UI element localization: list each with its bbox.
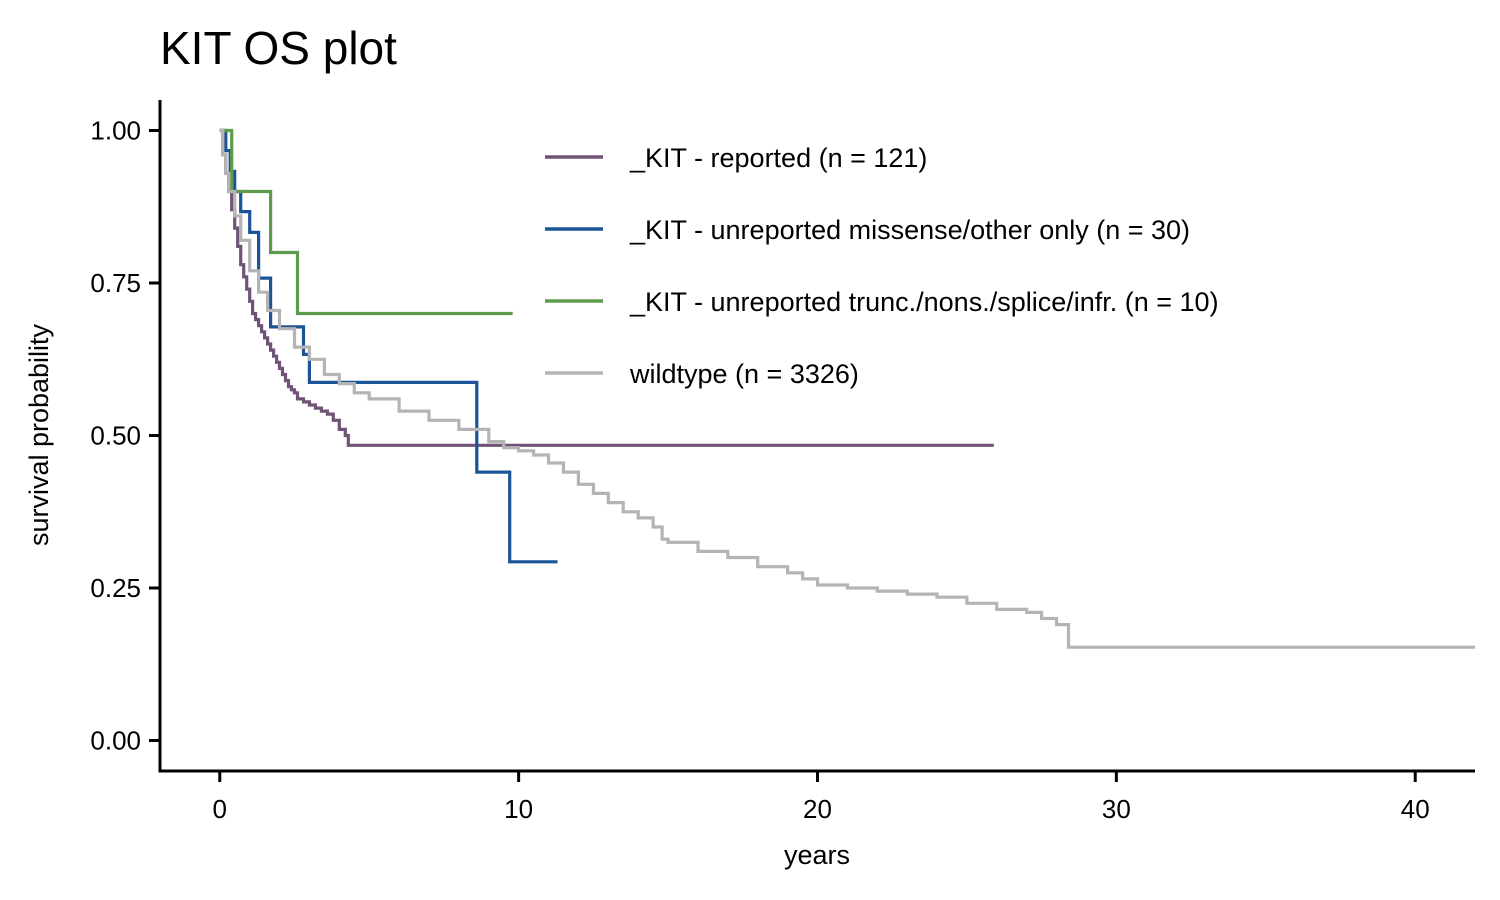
y-tick-label: 0.50 [90, 421, 141, 451]
x-tick-label: 10 [504, 794, 533, 824]
y-tick-label: 0.25 [90, 573, 141, 603]
y-axis-ticks: 0.00 0.25 0.50 0.75 1.00 [90, 116, 160, 756]
legend: _KIT - reported (n = 121) _KIT - unreport… [545, 143, 1219, 389]
series-group [219, 128, 1475, 649]
x-tick-label: 20 [803, 794, 832, 824]
legend-label-2: _KIT - unreported trunc./nons./splice/in… [629, 287, 1219, 317]
series-line-2 [219, 128, 513, 316]
y-axis-title: survival probability [24, 323, 54, 546]
legend-label-0: _KIT - reported (n = 121) [629, 143, 927, 173]
series-line-3 [219, 128, 1475, 649]
x-tick-label: 40 [1401, 794, 1430, 824]
legend-label-3: wildtype (n = 3326) [629, 359, 859, 389]
x-axis-title: years [784, 840, 850, 870]
x-tick-label: 30 [1102, 794, 1131, 824]
y-tick-label: 0.00 [90, 726, 141, 756]
y-tick-label: 0.75 [90, 268, 141, 298]
legend-label-1: _KIT - unreported missense/other only (n… [629, 215, 1190, 245]
chart-title: KIT OS plot [160, 22, 397, 74]
x-axis-ticks: 0 10 20 30 40 [213, 771, 1430, 824]
y-tick-label: 1.00 [90, 116, 141, 146]
x-tick-label: 0 [213, 794, 227, 824]
series-line-0 [219, 128, 994, 447]
